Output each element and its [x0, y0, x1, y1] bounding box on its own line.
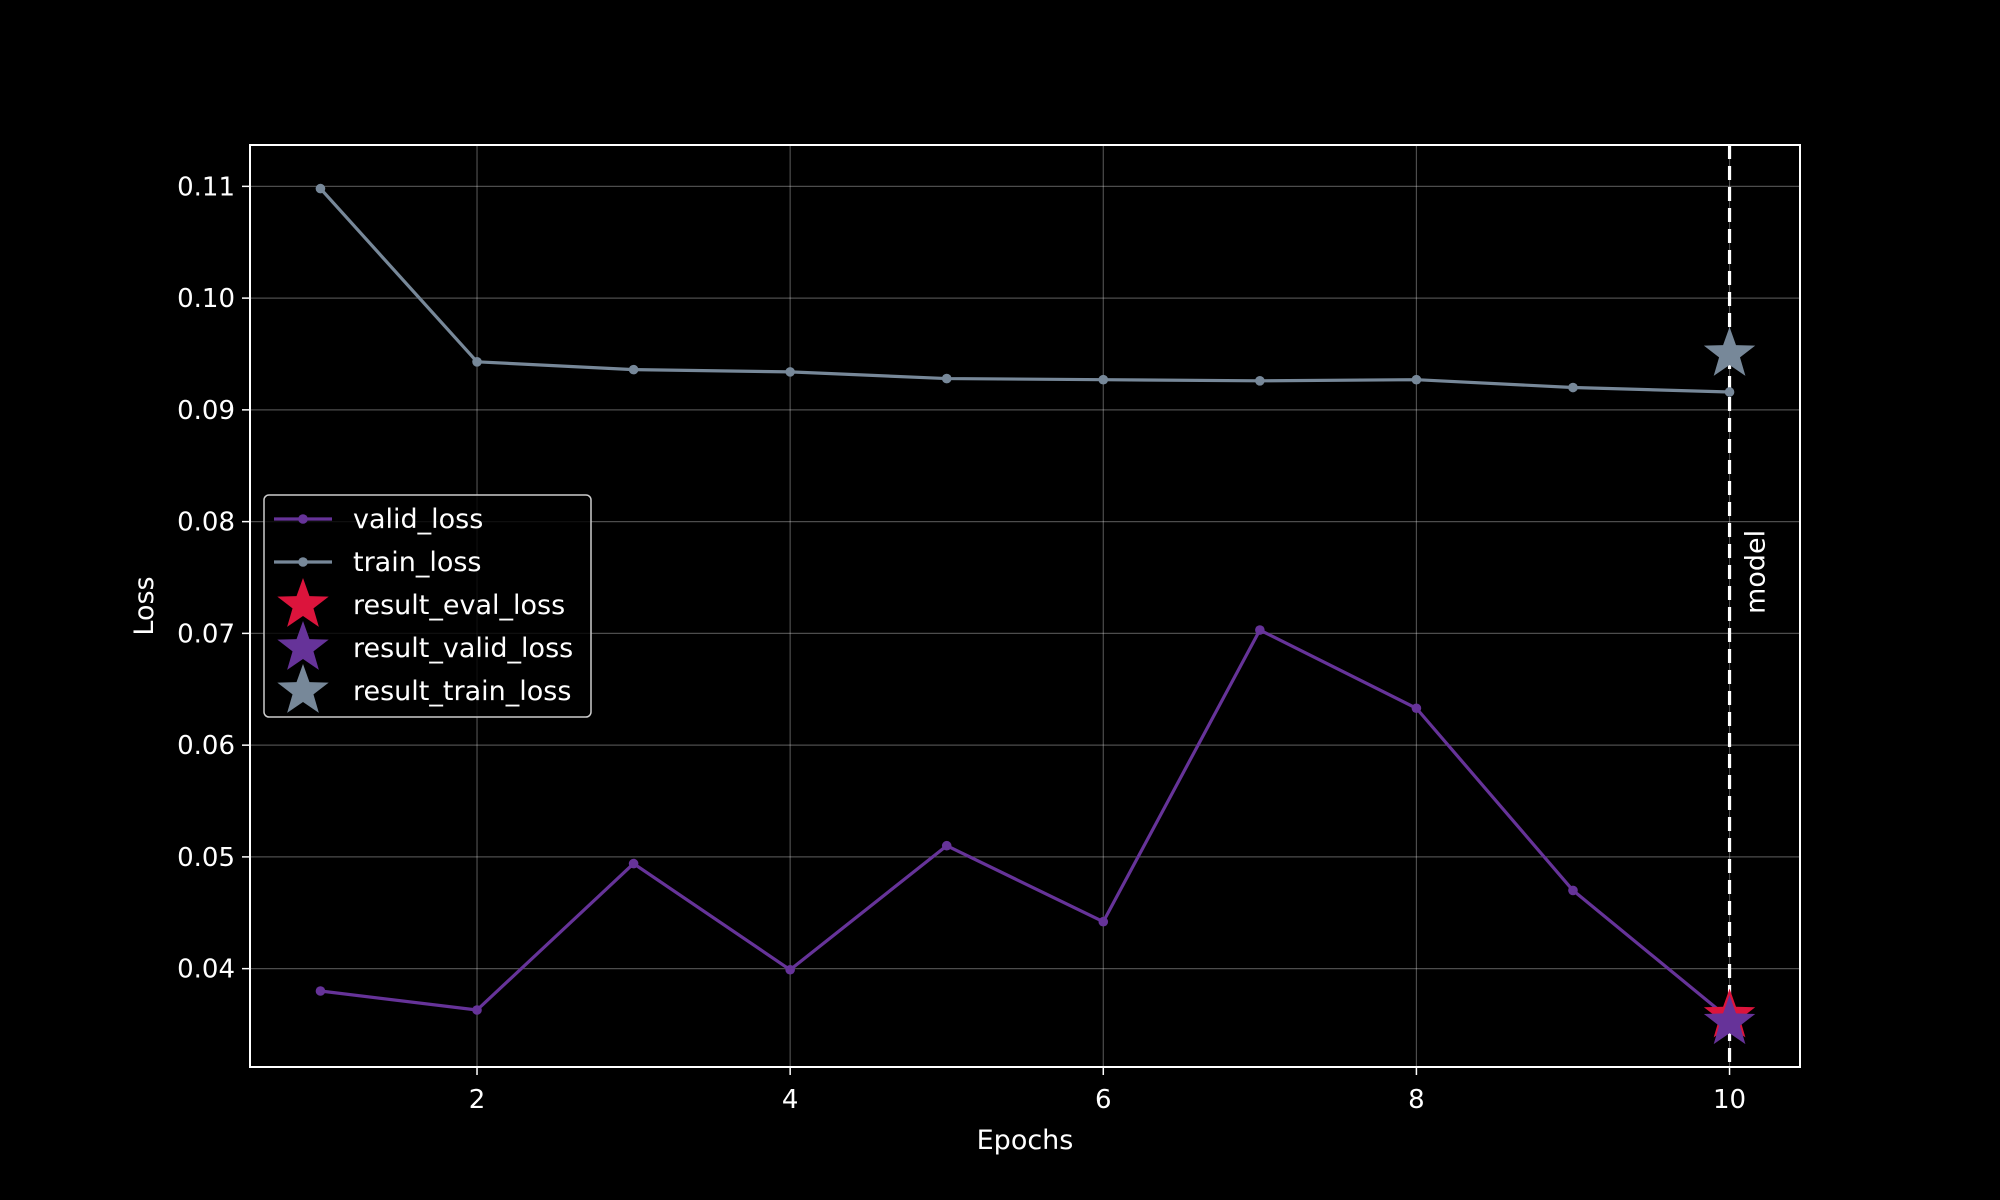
model-vertical-line: model [1727, 145, 1772, 1067]
legend-label: result_valid_loss [353, 633, 573, 664]
train_loss-point [1411, 374, 1422, 385]
result-markers [1703, 326, 1756, 1045]
y-tick-label: 0.10 [177, 284, 235, 314]
train_loss-point [785, 367, 795, 377]
result_train_loss-legend-star [277, 664, 329, 713]
legend-label: valid_loss [353, 504, 483, 535]
legend-label: train_loss [353, 547, 482, 578]
result_train_loss-star [1703, 326, 1756, 376]
y-tick-label: 0.08 [177, 508, 235, 538]
legend-label: result_eval_loss [353, 590, 565, 621]
train_loss-point [628, 364, 639, 375]
result_valid_loss-star [1703, 995, 1756, 1045]
valid_loss-point [472, 1005, 482, 1015]
train_loss-point [472, 357, 482, 367]
y-tick-label: 0.09 [177, 396, 235, 426]
train_loss-legend-marker [298, 557, 308, 567]
valid_loss-point [785, 964, 795, 975]
x-tick-label: 8 [1408, 1085, 1425, 1115]
legend: valid_loss train_loss result_eval_lossresu… [263, 494, 592, 718]
y-tick-label: 0.11 [177, 172, 235, 202]
valid_loss-point [1255, 625, 1265, 635]
valid_loss-point [1568, 885, 1578, 896]
x-axis-label: Epochs [977, 1125, 1074, 1156]
series-layer [315, 183, 1735, 1024]
y-tick-label: 0.07 [177, 619, 235, 649]
legend-label: result_train_loss [353, 676, 571, 707]
x-tick-label: 10 [1713, 1085, 1746, 1115]
train_loss-point [941, 373, 952, 384]
valid_loss-point [1411, 703, 1422, 714]
y-tick-label: 0.05 [177, 843, 235, 873]
valid_loss-line [320, 628, 1731, 1021]
vertical-line-label: model [1741, 530, 1772, 614]
y-tick-label: 0.06 [177, 731, 235, 761]
result_valid_loss-legend-star [277, 621, 329, 670]
train_loss-point [1098, 374, 1109, 385]
valid_loss-point [941, 840, 952, 851]
valid_loss-point [1098, 916, 1109, 927]
train_loss-point [1724, 387, 1735, 397]
axis-ticks: 2 4 6 8 10 0.04 0.05 0.06 0.07 0.08 0.09 0.10 0.11 [177, 172, 1746, 1115]
y-axis-label: Loss [129, 576, 160, 635]
train_loss-line [319, 187, 1730, 394]
legend-box [263, 494, 592, 718]
valid_loss-legend-marker [298, 514, 308, 524]
x-tick-label: 6 [1095, 1085, 1112, 1115]
result_eval_loss-legend-star [277, 578, 329, 627]
train_loss-point [1568, 382, 1578, 393]
y-tick-label: 0.04 [177, 955, 235, 985]
valid_loss-point [315, 986, 326, 996]
valid_loss-point [628, 858, 639, 869]
plot-frame [249, 144, 1801, 1068]
train_loss-point [1255, 376, 1265, 386]
train_loss-point [315, 183, 326, 194]
x-tick-label: 4 [782, 1085, 799, 1115]
x-tick-label: 2 [469, 1085, 486, 1115]
